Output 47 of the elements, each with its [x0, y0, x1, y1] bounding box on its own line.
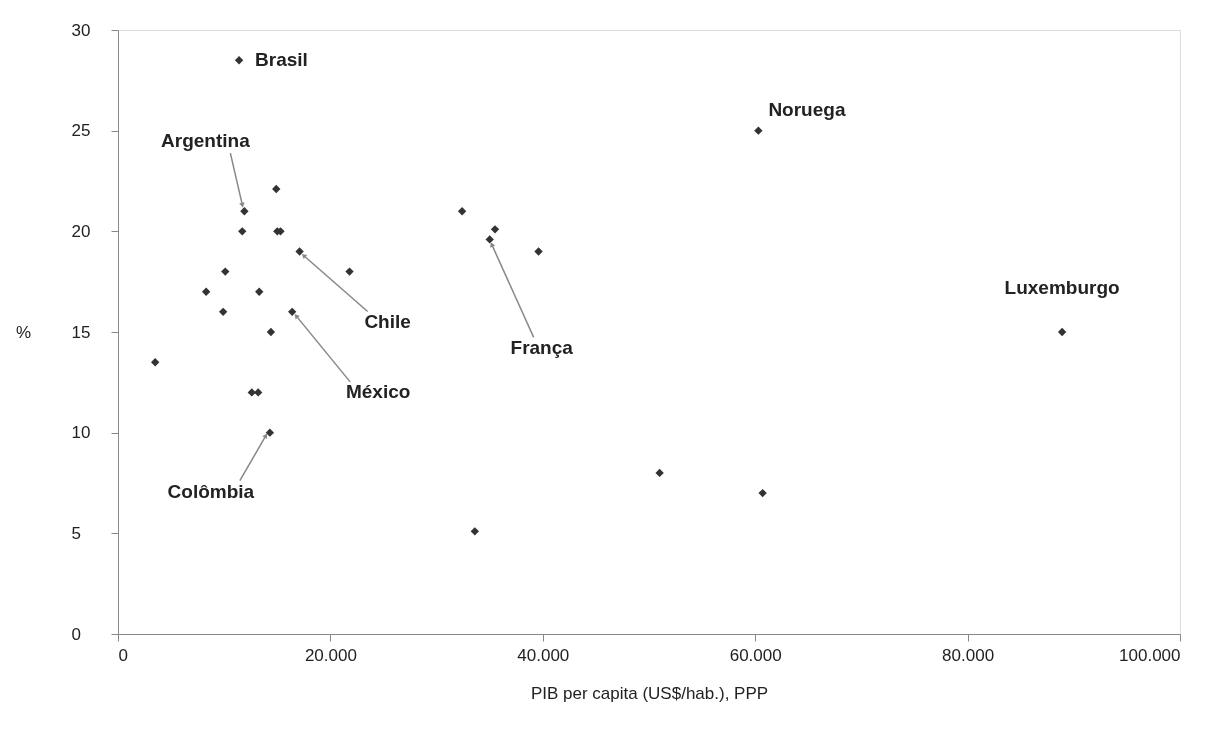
x-tick-label: 60.000 — [729, 645, 782, 665]
x-tick-label: 40.000 — [517, 645, 570, 665]
point — [490, 225, 500, 234]
x-axis-title: PIB per capita (US$/hab.), PPP — [530, 683, 769, 703]
point — [457, 207, 467, 216]
annotation: Argentina — [161, 130, 251, 152]
point — [201, 287, 211, 296]
point — [754, 126, 763, 135]
point — [221, 267, 230, 276]
point — [1057, 327, 1067, 337]
annotation: Colômbia — [167, 480, 255, 502]
annotation: Brasil — [255, 49, 308, 71]
y-axis-title: % — [15, 322, 32, 342]
annotation: Chile — [364, 311, 411, 333]
point — [295, 247, 304, 256]
y-tick-label: 15 — [71, 322, 91, 342]
x-tick-label: 100.000 — [1119, 645, 1181, 665]
point — [272, 184, 281, 194]
annotation: México — [345, 380, 411, 402]
point — [534, 247, 543, 256]
x-tick-label: 20.000 — [304, 645, 357, 665]
annotation: Noruega — [768, 98, 846, 120]
y-tick-label: 20 — [71, 221, 91, 241]
point — [150, 358, 160, 367]
point — [240, 207, 249, 216]
annotation: França — [510, 337, 574, 359]
x-tick-label: 80.000 — [942, 645, 995, 665]
point — [238, 227, 247, 236]
point — [265, 428, 275, 437]
y-tick-label: 30 — [71, 20, 91, 40]
point — [254, 388, 263, 397]
point — [470, 527, 480, 536]
point — [234, 56, 244, 65]
annotation: Luxemburgo — [1004, 277, 1120, 298]
point — [255, 287, 264, 296]
y-tick-label: 5 — [71, 523, 81, 543]
point — [758, 488, 767, 498]
point — [345, 267, 354, 276]
y-tick-label: 0 — [71, 624, 81, 644]
point — [655, 468, 664, 478]
point — [218, 307, 228, 317]
point — [266, 327, 276, 337]
point — [287, 307, 297, 317]
y-tick-label: 10 — [71, 423, 91, 443]
x-tick-label: 0 — [118, 645, 128, 665]
y-tick-label: 25 — [71, 121, 91, 141]
point — [485, 235, 494, 244]
